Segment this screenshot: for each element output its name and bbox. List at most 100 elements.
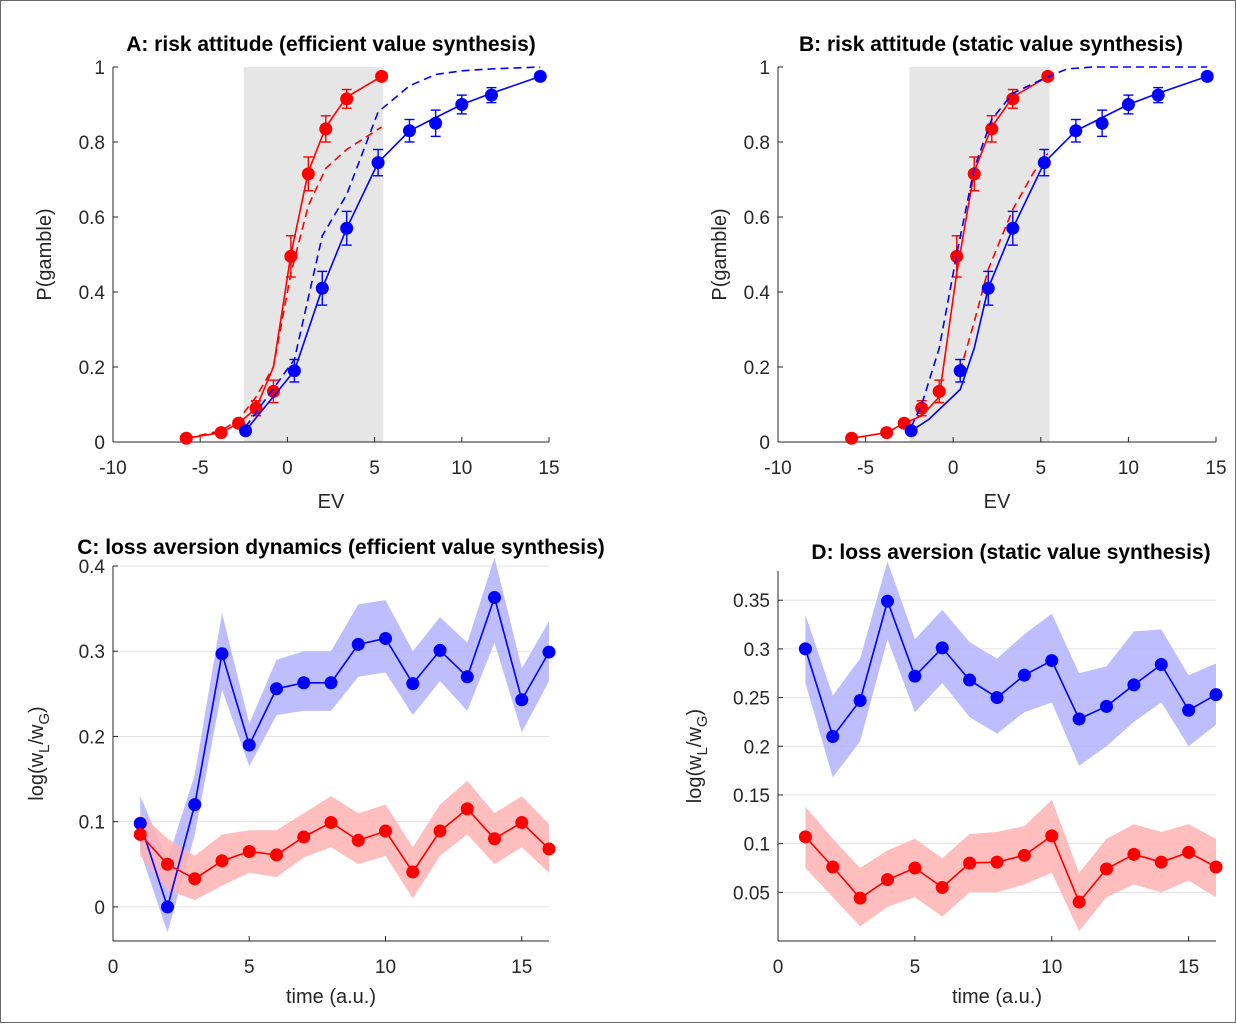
- red-data-point: [1127, 847, 1141, 861]
- y-axis-label-part: log(w: [684, 755, 706, 803]
- blue-data-point: [433, 643, 447, 657]
- panel-title: A: risk attitude (efficient value synthe…: [126, 33, 536, 56]
- y-tick-label: 0.3: [744, 640, 770, 661]
- blue-series-line: [804, 598, 1217, 739]
- x-tick-label: 5: [369, 458, 380, 479]
- x-axis-label: EV: [318, 491, 345, 513]
- panel-a: A: risk attitude (efficient value synthe…: [34, 33, 560, 513]
- x-tick-label: 15: [1205, 458, 1226, 479]
- y-tick-label: 0.2: [79, 727, 105, 748]
- x-axis-label: EV: [984, 491, 1011, 513]
- blue-data-point: [351, 637, 365, 651]
- red-confidence-band: [805, 799, 1216, 932]
- y-tick-label: 0.2: [744, 737, 770, 758]
- x-tick-label: 0: [108, 957, 119, 978]
- red-data-point: [242, 845, 256, 859]
- red-data-point: [935, 880, 949, 894]
- blue-data-point: [826, 730, 840, 744]
- red-data-point: [351, 833, 365, 847]
- y-axis-label-part: G: [694, 715, 711, 727]
- blue-solid-line: [910, 75, 1208, 432]
- y-tick-label: 0.15: [733, 786, 770, 807]
- x-tick-label: 15: [511, 957, 532, 978]
- red-data-point: [932, 384, 946, 398]
- y-tick-label: 0.4: [79, 557, 106, 578]
- blue-dashed-line: [244, 66, 541, 428]
- x-tick-label: 5: [244, 957, 255, 978]
- panel-d: D: loss aversion (static value synthesis…: [684, 541, 1223, 1008]
- red-data-point: [266, 384, 280, 398]
- red-data-point: [1182, 845, 1196, 859]
- x-tick-label: 5: [910, 957, 921, 978]
- y-tick-label: 0.1: [744, 835, 770, 856]
- red-data-point: [853, 891, 867, 905]
- y-tick-label: 0.05: [733, 883, 770, 904]
- blue-data-point: [1127, 678, 1141, 692]
- red-data-point: [1100, 862, 1113, 876]
- red-dashed-line: [959, 152, 1049, 372]
- y-tick-label: 0.1: [79, 813, 105, 834]
- y-tick-label: 0: [94, 898, 105, 919]
- red-data-point: [297, 830, 311, 844]
- red-series-line: [804, 834, 1217, 904]
- y-axis-label: P(gamble): [709, 208, 731, 300]
- y-axis-label-part: ): [26, 706, 48, 713]
- blue-data-point: [935, 641, 949, 655]
- blue-data-point: [1182, 703, 1196, 717]
- red-data-point: [406, 865, 420, 879]
- red-data-point: [270, 848, 283, 862]
- y-tick-label: 0.3: [79, 642, 105, 663]
- y-tick-label: 1: [94, 58, 105, 79]
- x-tick-label: 10: [1041, 957, 1062, 978]
- red-data-point: [215, 854, 229, 868]
- y-tick-label: 0.6: [744, 208, 770, 229]
- panel-b: B: risk attitude (static value synthesis…: [709, 33, 1227, 513]
- red-series-line: [139, 807, 550, 880]
- x-tick-label: 10: [1118, 458, 1139, 479]
- blue-data-point: [406, 677, 420, 691]
- x-tick-label: 0: [773, 957, 784, 978]
- y-tick-label: 0: [94, 433, 105, 454]
- blue-data-point: [1072, 712, 1086, 726]
- x-axis-label: time (a.u.): [952, 986, 1042, 1008]
- shaded-region: [909, 67, 1050, 442]
- blue-data-point: [324, 676, 338, 690]
- x-tick-label: 10: [375, 957, 396, 978]
- red-data-point: [1017, 848, 1031, 862]
- y-tick-label: 0.25: [733, 689, 770, 710]
- y-axis-label: P(gamble): [34, 208, 56, 300]
- y-tick-label: 0.4: [744, 283, 771, 304]
- red-confidence-band: [140, 780, 550, 901]
- blue-data-point: [161, 900, 174, 914]
- x-tick-label: 10: [451, 458, 472, 479]
- x-tick-label: 15: [1178, 957, 1199, 978]
- panel-title: D: loss aversion (static value synthesis…: [811, 541, 1210, 564]
- blue-data-point: [990, 691, 1004, 705]
- red-data-point: [908, 861, 922, 875]
- blue-data-point: [297, 676, 311, 690]
- red-data-point: [798, 830, 812, 844]
- y-axis-label-part: L: [36, 745, 53, 753]
- blue-data-point: [1045, 654, 1059, 668]
- y-tick-label: 0.6: [79, 208, 105, 229]
- y-axis-label-part: ): [684, 709, 706, 716]
- x-tick-label: 15: [538, 458, 559, 479]
- blue-data-point: [853, 694, 867, 707]
- x-tick-label: 5: [1036, 458, 1047, 479]
- y-tick-label: 0.2: [79, 358, 105, 379]
- blue-confidence-band: [140, 557, 550, 933]
- blue-series-line: [139, 594, 550, 910]
- blue-data-point: [1095, 116, 1109, 130]
- y-axis-label: log(wL/wG): [684, 709, 711, 803]
- red-data-point: [379, 824, 392, 838]
- red-data-point: [460, 802, 474, 816]
- blue-data-point: [270, 682, 283, 696]
- blue-data-point: [188, 798, 202, 812]
- x-tick-label: -10: [764, 458, 791, 479]
- red-data-point: [161, 857, 174, 871]
- red-data-point: [542, 842, 556, 856]
- red-data-point: [133, 827, 147, 841]
- red-data-point: [1072, 895, 1086, 909]
- y-axis-label-part: G: [36, 713, 53, 725]
